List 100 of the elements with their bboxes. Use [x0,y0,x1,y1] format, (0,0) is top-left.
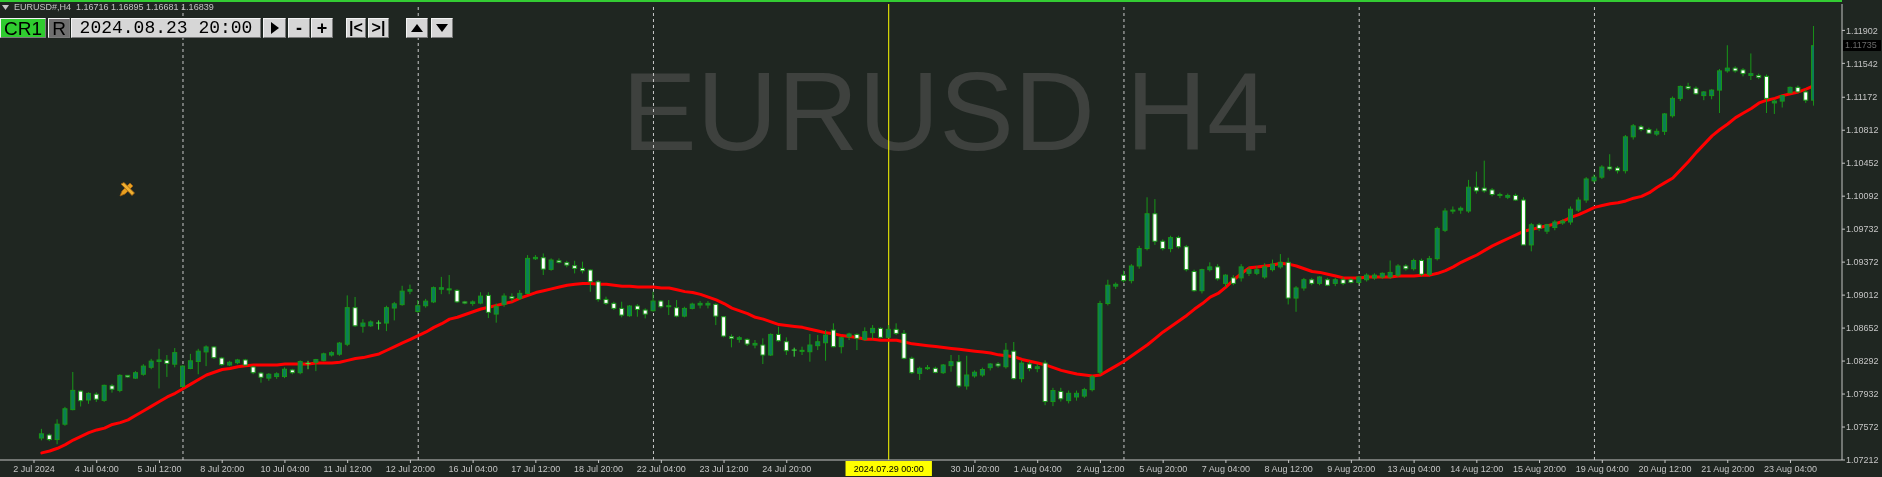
candlestick [203,344,209,367]
y-tick-label: 1.11542 [1846,58,1878,69]
candlestick [1669,96,1675,119]
candlestick [713,302,719,326]
candlestick [650,291,656,313]
candlestick [493,302,499,324]
x-tick-label: 20 Aug 12:00 [1638,464,1692,474]
candlestick [964,355,970,391]
candlestick [1764,74,1770,114]
candlestick [391,301,397,321]
y-tick-label: 1.09372 [1846,257,1879,268]
x-tick-label: 8 Aug 12:00 [1264,464,1313,474]
x-tick-label: 5 Aug 20:00 [1139,464,1188,474]
candlestick [752,339,758,349]
candlestick [383,305,389,332]
candlestick [1199,268,1205,294]
candlestick [1293,285,1299,313]
x-tick-label: 18 Jul 20:00 [574,464,624,474]
candlestick [1128,263,1134,284]
candlestick [807,333,813,363]
x-tick-label: 7 Aug 04:00 [1201,464,1250,474]
candlestick [1136,245,1142,270]
candlestick [54,418,60,445]
toggle-button: CR1 [0,18,46,38]
button: |< [346,18,366,38]
y-tick-label: 1.10812 [1846,125,1879,136]
date-field: 2024.08.23 20:00 [71,18,261,38]
x-tick-label: 2024.07.29 00:00 [853,464,924,474]
candlestick [352,296,358,328]
y-tick-label: 1.11172 [1846,92,1878,103]
candlestick [995,361,1001,369]
x-tick-label: 2 Jul 2024 [13,464,55,474]
x-tick-label: 23 Jul 12:00 [699,464,749,474]
candlestick [172,347,178,368]
candlestick [360,318,366,334]
x-tick-label: 1 Aug 04:00 [1013,464,1062,474]
candlestick [399,285,405,307]
candlestick [1716,68,1722,114]
candlestick [1426,255,1432,277]
button: + [311,18,333,38]
candlestick [1387,259,1393,280]
candlestick [799,346,805,356]
candlestick [485,291,491,319]
button: - [288,18,310,38]
candlestick [893,322,899,336]
candlestick [705,300,711,309]
candlestick [1050,387,1056,407]
candlestick [1019,359,1025,383]
y-tick-label: 1.09732 [1846,224,1879,235]
candlestick [313,358,319,372]
x-tick-label: 2 Aug 12:00 [1076,464,1125,474]
x-tick-label: 23 Aug 04:00 [1763,464,1818,474]
candlestick [1442,207,1448,233]
candlestick [823,329,829,362]
y-tick-label: 1.07212 [1846,455,1879,466]
y-tick-label: 1.11902 [1846,25,1878,36]
candlestick [760,337,766,365]
candlestick [854,332,860,351]
candlestick [1183,244,1189,272]
button: >| [368,18,389,38]
chart-title: EURUSD#,H4 1.16716 1.16895 1.16681 1.16839 [14,2,214,13]
candlestick [1105,279,1111,306]
candlestick [1591,173,1597,184]
candlestick [1497,192,1503,199]
candlestick [156,348,162,389]
x-tick-label: 5 Jul 12:00 [137,464,182,474]
x-tick-label: 24 Jul 20:00 [762,464,812,474]
x-tick-label: 4 Jul 04:00 [74,464,119,474]
x-tick-label: 13 Aug 04:00 [1387,464,1441,474]
candlestick [1662,112,1668,136]
x-tick-label: 17 Jul 12:00 [511,464,561,474]
candlestick [1450,205,1456,215]
x-tick-label: 11 Jul 12:00 [323,464,372,474]
candlestick [697,300,703,309]
x-tick-label: 12 Jul 20:00 [385,464,435,474]
annotation: + [316,18,328,38]
candlestick [587,268,593,293]
candlestick [1191,269,1197,293]
candlestick [258,371,264,384]
x-tick-label: 22 Jul 04:00 [636,464,686,474]
candlestick [595,279,601,303]
toggle-button: R [48,18,70,38]
candlestick [1003,342,1009,370]
candlestick [1481,160,1487,194]
x-tick-label: 19 Aug 04:00 [1575,464,1629,474]
candlestick [948,354,954,373]
candlestick [70,371,76,411]
y-tick-label: 1.07932 [1846,389,1879,400]
candlestick [1685,82,1691,91]
candlestick [164,354,170,378]
x-tick-label: 15 Aug 20:00 [1513,464,1567,474]
x-tick-label: 10 Jul 04:00 [260,464,310,474]
x-tick-label: 9 Aug 20:00 [1327,464,1376,474]
text: 1.11735 [1843,40,1881,51]
candlestick [1466,179,1472,214]
candlestick [1568,205,1573,226]
x-tick-label: 30 Jul 20:00 [950,464,1000,474]
candlestick [62,406,68,427]
y-tick-label: 1.10452 [1846,158,1879,169]
x-tick-label: 8 Jul 20:00 [200,464,245,474]
